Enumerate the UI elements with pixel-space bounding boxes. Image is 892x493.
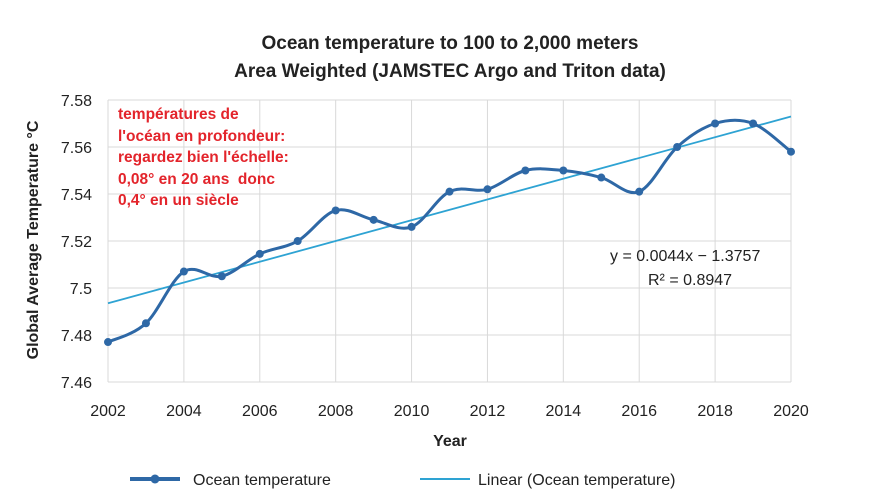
data-point: [331, 206, 340, 215]
x-axis-label: Year: [433, 433, 467, 450]
x-tick-label: 2016: [621, 403, 657, 420]
y-tick-label: 7.48: [61, 328, 92, 345]
data-point: [559, 166, 568, 175]
x-tick-label: 2014: [546, 403, 582, 420]
y-tick-label: 7.5: [70, 281, 92, 298]
data-point: [217, 272, 226, 281]
trend-equation: y = 0.0044x − 1.3757: [610, 248, 760, 265]
legend-series-marker: [150, 474, 160, 484]
annotation: températures de l'océan en profondeur: r…: [118, 104, 289, 212]
data-point: [483, 185, 492, 194]
data-point: [711, 119, 720, 128]
chart-title-line1: Ocean temperature to 100 to 2,000 meters: [261, 33, 638, 54]
legend-series-label: Ocean temperature: [193, 472, 331, 489]
data-point: [597, 173, 606, 182]
x-tick-label: 2018: [697, 403, 733, 420]
y-tick-label: 7.54: [61, 187, 92, 204]
annotation-line: 0,08° en 20 ans donc: [118, 170, 275, 188]
chart-title-line2: Area Weighted (JAMSTEC Argo and Triton d…: [234, 61, 666, 82]
data-point: [407, 222, 416, 231]
annotation-line: l'océan en profondeur:: [118, 127, 286, 145]
data-point: [445, 187, 454, 196]
annotation-line: regardez bien l'échelle:: [118, 149, 289, 166]
data-point: [293, 237, 302, 245]
data-point: [141, 319, 150, 328]
y-axis-label: Global Average Temperature °C: [25, 120, 42, 359]
y-tick-label: 7.46: [61, 375, 92, 392]
x-tick-label: 2006: [242, 403, 278, 420]
x-tick-label: 2010: [394, 403, 430, 420]
data-point: [787, 147, 795, 156]
x-tick-label: 2002: [90, 403, 126, 420]
data-point: [749, 119, 758, 128]
data-point: [255, 249, 264, 258]
legend-trend-label: Linear (Ocean temperature): [478, 472, 675, 489]
data-point: [521, 166, 530, 175]
data-point: [635, 187, 644, 196]
y-tick-label: 7.52: [61, 234, 92, 251]
y-tick-label: 7.56: [61, 140, 92, 157]
annotation-line: températures de: [118, 106, 239, 123]
data-point: [673, 143, 682, 151]
data-point: [179, 267, 188, 276]
legend: Ocean temperature Linear (Ocean temperat…: [130, 472, 675, 489]
x-tick-label: 2020: [773, 403, 809, 420]
x-tick-label: 2004: [166, 403, 202, 420]
data-point: [104, 338, 112, 347]
x-tick-label: 2012: [470, 403, 506, 420]
trend-r2: R² = 0.8947: [648, 272, 732, 289]
data-point: [369, 215, 378, 224]
annotation-line: 0,4° en un siècle: [118, 192, 239, 209]
x-tick-label: 2008: [318, 403, 354, 420]
y-tick-label: 7.58: [61, 93, 92, 110]
